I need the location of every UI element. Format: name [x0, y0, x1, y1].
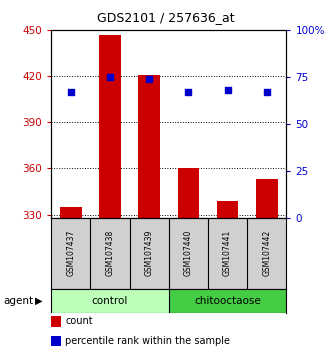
Text: ▶: ▶: [35, 296, 42, 306]
Bar: [256, 179, 277, 218]
Text: chitooctaose: chitooctaose: [194, 296, 261, 306]
Bar: [138, 75, 160, 218]
Text: control: control: [92, 296, 128, 306]
Bar: [51, 289, 169, 313]
Bar: [51, 336, 61, 346]
Point: [107, 74, 113, 80]
Text: GSM107438: GSM107438: [106, 230, 115, 276]
Bar: [99, 35, 121, 218]
Bar: [169, 289, 286, 313]
Text: count: count: [66, 316, 93, 326]
Text: GSM107441: GSM107441: [223, 230, 232, 276]
Bar: [51, 316, 61, 327]
Text: GSM107440: GSM107440: [184, 230, 193, 276]
Text: GSM107437: GSM107437: [67, 230, 75, 276]
Bar: [60, 207, 82, 218]
Text: percentile rank within the sample: percentile rank within the sample: [66, 336, 230, 346]
Text: GSM107442: GSM107442: [262, 230, 271, 276]
Point: [147, 76, 152, 82]
Bar: [178, 169, 199, 218]
Point: [68, 89, 73, 95]
Bar: [217, 201, 238, 218]
Point: [186, 89, 191, 95]
Point: [225, 87, 230, 93]
Point: [264, 89, 269, 95]
Text: agent: agent: [3, 296, 33, 306]
Text: GDS2101 / 257636_at: GDS2101 / 257636_at: [97, 11, 234, 24]
Text: GSM107439: GSM107439: [145, 230, 154, 276]
